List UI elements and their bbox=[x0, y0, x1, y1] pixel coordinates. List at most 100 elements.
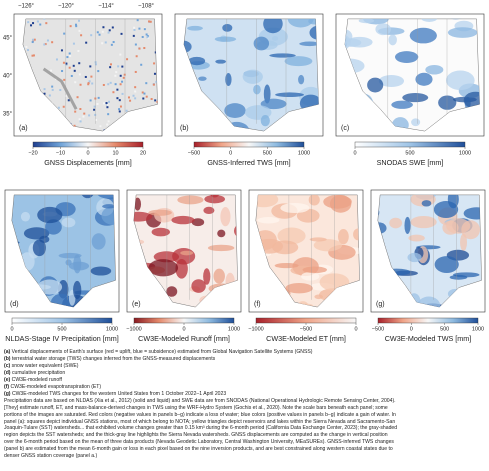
station bbox=[122, 76, 125, 79]
field-patch bbox=[224, 103, 246, 118]
station bbox=[74, 81, 77, 84]
station bbox=[74, 23, 77, 26]
field-patch bbox=[257, 217, 280, 224]
station bbox=[78, 73, 81, 76]
station bbox=[63, 78, 66, 81]
colorbar-title: NLDAS-Stage IV Precipitation [mm] bbox=[5, 334, 118, 343]
station bbox=[109, 63, 112, 66]
colorbar-tick-label: 0 bbox=[353, 150, 356, 156]
station bbox=[121, 65, 124, 68]
colorbar-tick-label: 0 bbox=[86, 150, 89, 156]
station bbox=[123, 73, 126, 76]
field-patch bbox=[285, 283, 313, 294]
station bbox=[119, 83, 122, 86]
station bbox=[93, 108, 96, 111]
field-patch bbox=[447, 27, 478, 38]
station bbox=[112, 91, 115, 94]
station bbox=[153, 72, 156, 75]
field-patch bbox=[442, 220, 459, 235]
panel-label: (b) bbox=[180, 125, 189, 132]
station bbox=[119, 105, 122, 108]
station bbox=[43, 88, 46, 91]
station bbox=[27, 21, 30, 24]
station bbox=[107, 31, 110, 34]
field-patch bbox=[215, 59, 227, 64]
station bbox=[51, 41, 54, 44]
station bbox=[132, 34, 135, 37]
field-patch bbox=[73, 254, 82, 274]
map-panel: (d) 0 500 1000 NLDAS-Stage IV Precipitation … bbox=[4, 189, 120, 343]
panel-label: (a) bbox=[19, 125, 28, 132]
station bbox=[25, 45, 28, 48]
caption-item-label: (d) bbox=[4, 369, 11, 376]
field-patch bbox=[389, 217, 403, 229]
station bbox=[111, 26, 114, 29]
station bbox=[133, 26, 136, 29]
field-patch bbox=[253, 36, 270, 51]
station bbox=[108, 29, 111, 32]
panel-label: (e) bbox=[132, 301, 141, 308]
colorbar bbox=[11, 317, 113, 324]
station bbox=[32, 22, 35, 25]
caption-line: over the 6-month period based on the mea… bbox=[4, 439, 394, 446]
station bbox=[83, 112, 86, 115]
station bbox=[145, 33, 148, 36]
colorbar bbox=[193, 141, 305, 148]
colorbar-tick-label: −1000 bbox=[126, 326, 141, 332]
station bbox=[132, 94, 135, 97]
station bbox=[102, 102, 105, 105]
field-patch bbox=[308, 194, 320, 206]
station bbox=[95, 118, 98, 121]
colorbar-tick-label: 500 bbox=[440, 326, 449, 332]
caption-item-text: CW3E-modeled evapotranspiration (ET) bbox=[10, 383, 102, 390]
caption-line: Joaquin-Tulare (SST) watersheds... that … bbox=[4, 425, 398, 432]
field-patch bbox=[207, 244, 235, 252]
land bbox=[22, 18, 158, 132]
colorbar-tick-label: 0 bbox=[410, 326, 413, 332]
caption-item: (f) CW3E-modeled evapotranspiration (ET) bbox=[4, 384, 487, 391]
panel-label: (d) bbox=[10, 301, 19, 308]
station bbox=[149, 20, 152, 23]
station bbox=[55, 58, 58, 61]
station bbox=[39, 23, 42, 26]
colorbar-tick-label: −500 bbox=[300, 326, 312, 332]
caption-item-label: (e) bbox=[4, 376, 11, 383]
station bbox=[127, 96, 130, 99]
station bbox=[98, 33, 101, 36]
field-patch bbox=[277, 227, 306, 245]
caption-item: (c) snow water equivalent (SWE) bbox=[4, 363, 487, 370]
station bbox=[108, 100, 111, 103]
colorbar-tick-label: 0 bbox=[10, 326, 13, 332]
station bbox=[78, 118, 81, 121]
field-patch bbox=[463, 207, 482, 220]
field-patch bbox=[433, 201, 459, 219]
field-patch bbox=[242, 69, 263, 84]
station bbox=[33, 38, 36, 41]
station bbox=[59, 88, 62, 91]
colorbar-title: SNODAS SWE [mm] bbox=[377, 158, 444, 167]
station bbox=[99, 125, 102, 128]
station bbox=[119, 74, 122, 77]
colorbar-tick-label: −500 bbox=[188, 150, 200, 156]
field-patch bbox=[415, 72, 433, 86]
station bbox=[45, 22, 48, 25]
field-patch bbox=[45, 219, 62, 235]
station bbox=[63, 32, 66, 35]
station bbox=[106, 103, 109, 106]
station bbox=[72, 42, 75, 45]
field-patch bbox=[309, 237, 327, 242]
field-patch bbox=[287, 18, 314, 28]
colorbar-tick-label: −20 bbox=[28, 150, 37, 156]
station bbox=[101, 30, 104, 33]
field-patch bbox=[421, 18, 438, 22]
station bbox=[77, 49, 80, 52]
caption-item-text: terrestrial water storage (TWS) changes … bbox=[11, 355, 216, 362]
colorbar-tick-label: 20 bbox=[140, 150, 146, 156]
station bbox=[118, 110, 121, 113]
field-patch bbox=[183, 40, 192, 54]
caption-item: (g) CW3E-modeled TWS changes for the wes… bbox=[4, 391, 487, 398]
field-patch bbox=[408, 234, 425, 242]
field-patch bbox=[344, 34, 351, 51]
caption-item-label: (g) bbox=[4, 390, 11, 397]
station bbox=[101, 42, 104, 45]
